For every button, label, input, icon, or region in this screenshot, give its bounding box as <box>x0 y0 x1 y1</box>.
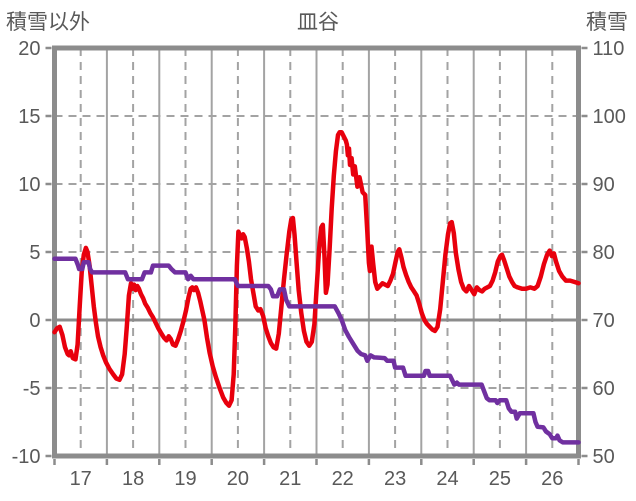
x-axis-tick-label: 18 <box>122 468 144 490</box>
right-axis-tick-label: 50 <box>593 446 615 468</box>
temperature-line <box>52 130 581 408</box>
x-axis-tick-label: 26 <box>541 468 563 490</box>
x-axis-tick-label: 25 <box>489 468 511 490</box>
chart-title: 皿谷 <box>297 11 339 34</box>
left-axis-tick-label: 0 <box>29 310 40 332</box>
left-axis-tick-label: 15 <box>18 106 40 128</box>
x-axis-tick-label: 19 <box>174 468 196 490</box>
right-axis-title: 積雪 <box>586 11 628 34</box>
right-axis-tick-label: 60 <box>593 378 615 400</box>
x-axis-tick-label: 21 <box>279 468 301 490</box>
x-axis-tick-label: 23 <box>384 468 406 490</box>
left-axis-tick-label: 20 <box>18 38 40 60</box>
left-axis-tick-label: -10 <box>12 446 41 468</box>
x-axis-tick-label: 17 <box>70 468 92 490</box>
right-axis-tick-label: 90 <box>593 174 615 196</box>
x-axis-tick-label: 24 <box>436 468 458 490</box>
left-axis-tick-label: -5 <box>23 378 41 400</box>
x-axis-tick-label: 20 <box>227 468 249 490</box>
left-axis-tick-label: 10 <box>18 174 40 196</box>
snow-depth-line <box>52 256 581 445</box>
plot-border <box>52 45 581 459</box>
right-axis-tick-label: 80 <box>593 242 615 264</box>
x-axis-tick-label: 22 <box>332 468 354 490</box>
right-axis-tick-label: 100 <box>593 106 626 128</box>
right-axis-tick-label: 70 <box>593 310 615 332</box>
left-axis-title: 積雪以外 <box>6 11 90 34</box>
left-axis-tick-label: 5 <box>29 242 40 264</box>
right-axis-tick-label: 110 <box>593 38 625 60</box>
